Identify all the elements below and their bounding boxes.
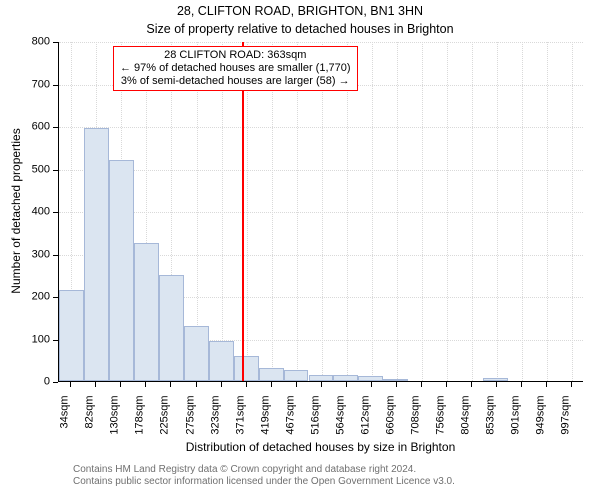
y-tick	[53, 297, 58, 298]
x-tick	[396, 382, 397, 387]
y-tick	[53, 382, 58, 383]
y-tick	[53, 127, 58, 128]
y-tick-label: 800	[18, 37, 50, 48]
x-tick-label: 516sqm	[311, 396, 322, 451]
x-tick	[246, 382, 247, 387]
footnote-line-2: Contains public sector information licen…	[73, 476, 455, 488]
histogram-bar	[259, 368, 284, 381]
x-tick-label: 612sqm	[360, 396, 371, 451]
x-tick	[471, 382, 472, 387]
plot-area	[58, 42, 583, 382]
annotation-box: 28 CLIFTON ROAD: 363sqm ← 97% of detache…	[113, 46, 358, 91]
x-tick-label: 130sqm	[110, 396, 121, 451]
x-tick-label: 323sqm	[210, 396, 221, 451]
y-tick-label: 400	[18, 207, 50, 218]
x-tick	[145, 382, 146, 387]
y-tick	[53, 85, 58, 86]
gridline-horizontal	[59, 42, 583, 43]
x-tick	[170, 382, 171, 387]
gridline-horizontal	[59, 212, 583, 213]
x-tick-label: 901sqm	[511, 396, 522, 451]
x-tick-label: 178sqm	[135, 396, 146, 451]
x-tick	[521, 382, 522, 387]
x-tick-label: 225sqm	[159, 396, 170, 451]
x-tick-label: 34sqm	[60, 396, 71, 451]
chart-title-sub: Size of property relative to detached ho…	[0, 22, 600, 36]
histogram-bar	[84, 128, 109, 381]
x-tick	[446, 382, 447, 387]
x-tick-label: 275sqm	[185, 396, 196, 451]
histogram-bar	[284, 370, 309, 381]
x-tick	[571, 382, 572, 387]
y-tick	[53, 212, 58, 213]
histogram-bar	[184, 326, 209, 381]
x-tick-label: 997sqm	[561, 396, 572, 451]
histogram-bar	[134, 243, 159, 381]
x-tick	[196, 382, 197, 387]
x-tick	[296, 382, 297, 387]
histogram-bar	[309, 375, 334, 381]
chart-title-main: 28, CLIFTON ROAD, BRIGHTON, BN1 3HN	[0, 4, 600, 18]
histogram-bar	[159, 275, 184, 381]
x-tick	[70, 382, 71, 387]
x-tick-label: 949sqm	[536, 396, 547, 451]
x-tick	[546, 382, 547, 387]
x-tick-label: 756sqm	[435, 396, 446, 451]
x-tick	[346, 382, 347, 387]
histogram-bar	[383, 379, 408, 381]
x-tick-label: 419sqm	[260, 396, 271, 451]
x-tick	[95, 382, 96, 387]
x-tick	[421, 382, 422, 387]
y-tick-label: 200	[18, 292, 50, 303]
y-tick-label: 600	[18, 122, 50, 133]
x-tick-label: 564sqm	[335, 396, 346, 451]
y-tick	[53, 340, 58, 341]
y-tick	[53, 42, 58, 43]
annotation-line-1: 28 CLIFTON ROAD: 363sqm	[120, 49, 351, 62]
histogram-bar	[483, 378, 508, 381]
histogram-bar	[209, 341, 234, 381]
y-tick-label: 300	[18, 249, 50, 260]
x-tick	[371, 382, 372, 387]
y-tick	[53, 170, 58, 171]
x-tick	[321, 382, 322, 387]
x-tick	[496, 382, 497, 387]
y-tick-label: 100	[18, 334, 50, 345]
x-tick	[120, 382, 121, 387]
gridline-horizontal	[59, 127, 583, 128]
x-tick-label: 371sqm	[235, 396, 246, 451]
annotation-line-2: ← 97% of detached houses are smaller (1,…	[120, 62, 351, 75]
histogram-bar	[59, 290, 84, 381]
histogram-bar	[109, 160, 134, 381]
x-tick-label: 82sqm	[85, 396, 96, 451]
y-tick-label: 500	[18, 164, 50, 175]
histogram-bar	[234, 356, 259, 382]
histogram-bar	[358, 376, 383, 381]
footnote: Contains HM Land Registry data © Crown c…	[73, 464, 455, 488]
y-tick	[53, 255, 58, 256]
histogram-bar	[333, 375, 358, 381]
x-tick	[221, 382, 222, 387]
x-tick-label: 660sqm	[385, 396, 396, 451]
footnote-line-1: Contains HM Land Registry data © Crown c…	[73, 464, 455, 476]
annotation-line-3: 3% of semi-detached houses are larger (5…	[120, 75, 351, 88]
chart-container: 28, CLIFTON ROAD, BRIGHTON, BN1 3HN Size…	[0, 0, 600, 500]
x-tick-label: 467sqm	[285, 396, 296, 451]
x-tick	[271, 382, 272, 387]
gridline-horizontal	[59, 170, 583, 171]
x-tick-label: 804sqm	[460, 396, 471, 451]
y-tick-label: 700	[18, 79, 50, 90]
marker-line	[242, 42, 244, 381]
y-tick-label: 0	[18, 377, 50, 388]
x-tick-label: 708sqm	[410, 396, 421, 451]
x-tick-label: 853sqm	[486, 396, 497, 451]
